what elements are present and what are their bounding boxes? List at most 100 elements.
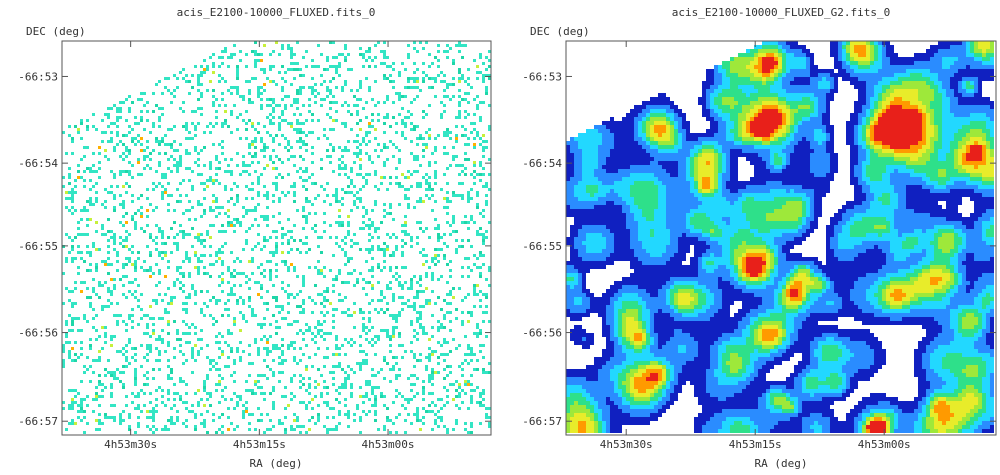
left-heatmap-cell	[164, 350, 167, 353]
left-heatmap-cell	[281, 251, 284, 254]
left-heatmap-cell	[449, 350, 452, 353]
left-heatmap-cell	[389, 65, 392, 68]
left-heatmap-cell	[326, 299, 329, 302]
right-heatmap-cell	[874, 77, 878, 81]
left-heatmap-cell	[419, 275, 422, 278]
left-heatmap-cell	[149, 266, 152, 269]
right-heatmap-cell	[642, 113, 646, 117]
left-heatmap-cell	[86, 251, 89, 254]
left-heatmap-cell	[131, 218, 134, 221]
left-heatmap-cell	[482, 242, 485, 245]
right-heatmap-cell	[906, 85, 910, 89]
left-heatmap-cell	[362, 401, 365, 404]
left-heatmap-cell	[374, 341, 377, 344]
left-heatmap-cell	[464, 392, 467, 395]
left-heatmap-cell	[134, 431, 137, 434]
left-heatmap-cell	[251, 143, 254, 146]
right-heatmap-cell	[786, 97, 790, 101]
left-heatmap-cell	[149, 275, 152, 278]
left-heatmap-cell	[257, 191, 260, 194]
left-heatmap-cell	[107, 116, 110, 119]
left-heatmap-cell	[164, 428, 167, 431]
left-heatmap-cell	[287, 230, 290, 233]
left-heatmap-cell	[278, 116, 281, 119]
left-heatmap-cell	[431, 194, 434, 197]
right-heatmap-cell	[750, 77, 754, 81]
left-heatmap-cell	[467, 68, 470, 71]
right-heatmap-cell	[922, 109, 926, 113]
right-heatmap-cell	[794, 93, 798, 97]
left-heatmap-cell	[422, 407, 425, 410]
left-heatmap-cell	[269, 419, 272, 422]
left-heatmap-cell	[446, 50, 449, 53]
left-heatmap-cell	[131, 314, 134, 317]
left-heatmap-cell	[179, 398, 182, 401]
left-heatmap-cell	[290, 62, 293, 65]
right-heatmap-cell	[866, 77, 870, 81]
left-heatmap-cell	[74, 257, 77, 260]
left-heatmap-cell	[413, 80, 416, 83]
left-heatmap-cell	[134, 359, 137, 362]
left-heatmap-cell	[215, 431, 218, 434]
left-heatmap-cell	[326, 290, 329, 293]
left-heatmap-cell	[401, 131, 404, 134]
left-heatmap-cell	[293, 200, 296, 203]
left-heatmap-cell	[221, 272, 224, 275]
left-heatmap-cell	[401, 284, 404, 287]
left-heatmap-cell	[395, 131, 398, 134]
left-heatmap-cell	[317, 383, 320, 386]
left-heatmap-cell	[212, 143, 215, 146]
left-heatmap-cell	[419, 305, 422, 308]
left-heatmap-cell	[155, 140, 158, 143]
right-heatmap-cell	[866, 117, 870, 121]
right-heatmap-cell	[950, 57, 954, 61]
right-heatmap-cell	[638, 121, 642, 125]
left-heatmap-cell	[314, 326, 317, 329]
right-heatmap-cell	[742, 109, 746, 113]
left-heatmap-cell	[422, 398, 425, 401]
left-heatmap-cell	[71, 245, 74, 248]
left-heatmap-cell	[92, 317, 95, 320]
left-heatmap-cell	[296, 89, 299, 92]
right-heatmap-cell	[866, 61, 870, 65]
right-heatmap-cell	[898, 77, 902, 81]
right-heatmap-cell	[954, 73, 958, 77]
right-heatmap-cell	[950, 117, 954, 121]
left-heatmap-cell	[200, 347, 203, 350]
left-heatmap-cell	[410, 284, 413, 287]
left-heatmap-cell	[353, 284, 356, 287]
left-heatmap-cell	[113, 206, 116, 209]
left-heatmap-cell	[170, 299, 173, 302]
left-heatmap-cell	[143, 314, 146, 317]
right-heatmap-cell	[726, 85, 730, 89]
right-heatmap-cell	[734, 105, 738, 109]
left-heatmap-cell	[464, 422, 467, 425]
left-heatmap-cell	[335, 188, 338, 191]
left-heatmap-cell	[98, 167, 101, 170]
right-heatmap-cell	[834, 73, 838, 77]
right-heatmap-cell	[862, 65, 866, 69]
left-heatmap-cell	[278, 71, 281, 74]
left-heatmap-cell	[158, 125, 161, 128]
left-heatmap-cell	[473, 221, 476, 224]
left-heatmap-cell	[305, 221, 308, 224]
left-heatmap-cell	[203, 131, 206, 134]
left-heatmap-cell	[332, 353, 335, 356]
right-heatmap-cell	[898, 61, 902, 65]
left-heatmap-cell	[89, 365, 92, 368]
left-heatmap-cell	[176, 200, 179, 203]
left-heatmap-cell	[146, 146, 149, 149]
right-heatmap-cell	[950, 105, 954, 109]
left-heatmap-cell	[71, 260, 74, 263]
left-heatmap-cell	[368, 233, 371, 236]
right-heatmap-cell	[778, 77, 782, 81]
left-heatmap-cell	[335, 428, 338, 431]
right-heatmap-cell	[654, 117, 658, 121]
left-heatmap-cell	[251, 362, 254, 365]
left-heatmap-cell	[281, 338, 284, 341]
left-heatmap-cell	[416, 182, 419, 185]
left-heatmap-cell	[329, 116, 332, 119]
left-xlabel: RA (deg)	[250, 457, 303, 470]
right-heatmap-cell	[946, 73, 950, 77]
left-heatmap-cell	[431, 314, 434, 317]
